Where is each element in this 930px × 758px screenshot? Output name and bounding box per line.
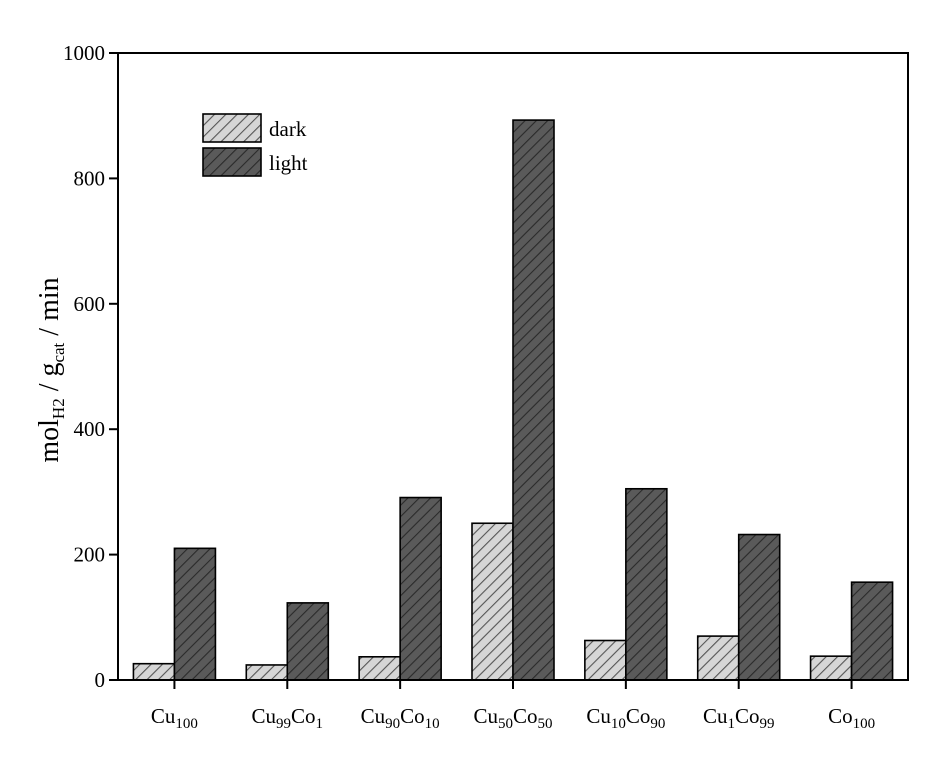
legend-swatch-dark bbox=[202, 113, 262, 143]
x-tick-label-2: Cu90Co10 bbox=[361, 704, 440, 732]
x-tick-label-3: Cu50Co50 bbox=[473, 704, 552, 732]
y-axis: 0 200 400 600 800 1000 bbox=[63, 41, 118, 692]
bar-dark-5 bbox=[696, 635, 740, 681]
y-tick-label-800: 800 bbox=[74, 166, 106, 190]
legend: dark light bbox=[202, 113, 308, 177]
y-tick-label-400: 400 bbox=[74, 417, 106, 441]
bar-dark-3 bbox=[471, 522, 514, 681]
bar-light-4 bbox=[625, 487, 668, 681]
y-tick-label-600: 600 bbox=[74, 292, 106, 316]
bar-light-5 bbox=[737, 533, 781, 681]
bar-dark-0 bbox=[132, 662, 176, 681]
y-tick-label-1000: 1000 bbox=[63, 41, 105, 65]
bar-light-3 bbox=[512, 119, 555, 681]
x-tick-label-1: Cu99Co1 bbox=[252, 704, 324, 732]
bar-dark-1 bbox=[245, 664, 289, 681]
x-tick-label-0: Cu100 bbox=[151, 704, 198, 732]
legend-swatch-light bbox=[202, 147, 262, 177]
legend-label-dark: dark bbox=[269, 117, 307, 141]
bars-group bbox=[132, 119, 894, 681]
bar-dark-2 bbox=[358, 656, 401, 681]
y-axis-title: molH2 / gcat / min bbox=[34, 277, 68, 462]
bar-light-6 bbox=[850, 581, 894, 681]
x-tick-label-6: Co100 bbox=[828, 704, 875, 732]
bar-dark-4 bbox=[584, 639, 627, 681]
bar-dark-6 bbox=[809, 655, 853, 681]
x-tick-label-4: Cu10Co90 bbox=[586, 704, 665, 732]
bar-light-2 bbox=[399, 496, 442, 681]
bar-light-1 bbox=[286, 602, 330, 681]
bar-light-0 bbox=[173, 547, 217, 681]
x-tick-label-5: Cu1Co99 bbox=[703, 704, 775, 732]
legend-label-light: light bbox=[269, 151, 308, 175]
y-tick-label-0: 0 bbox=[95, 668, 106, 692]
y-tick-label-200: 200 bbox=[74, 543, 106, 567]
x-axis: Cu100 Cu99Co1 Cu90Co10 Cu50Co50 Cu10Co90 Cu1C… bbox=[151, 680, 875, 732]
